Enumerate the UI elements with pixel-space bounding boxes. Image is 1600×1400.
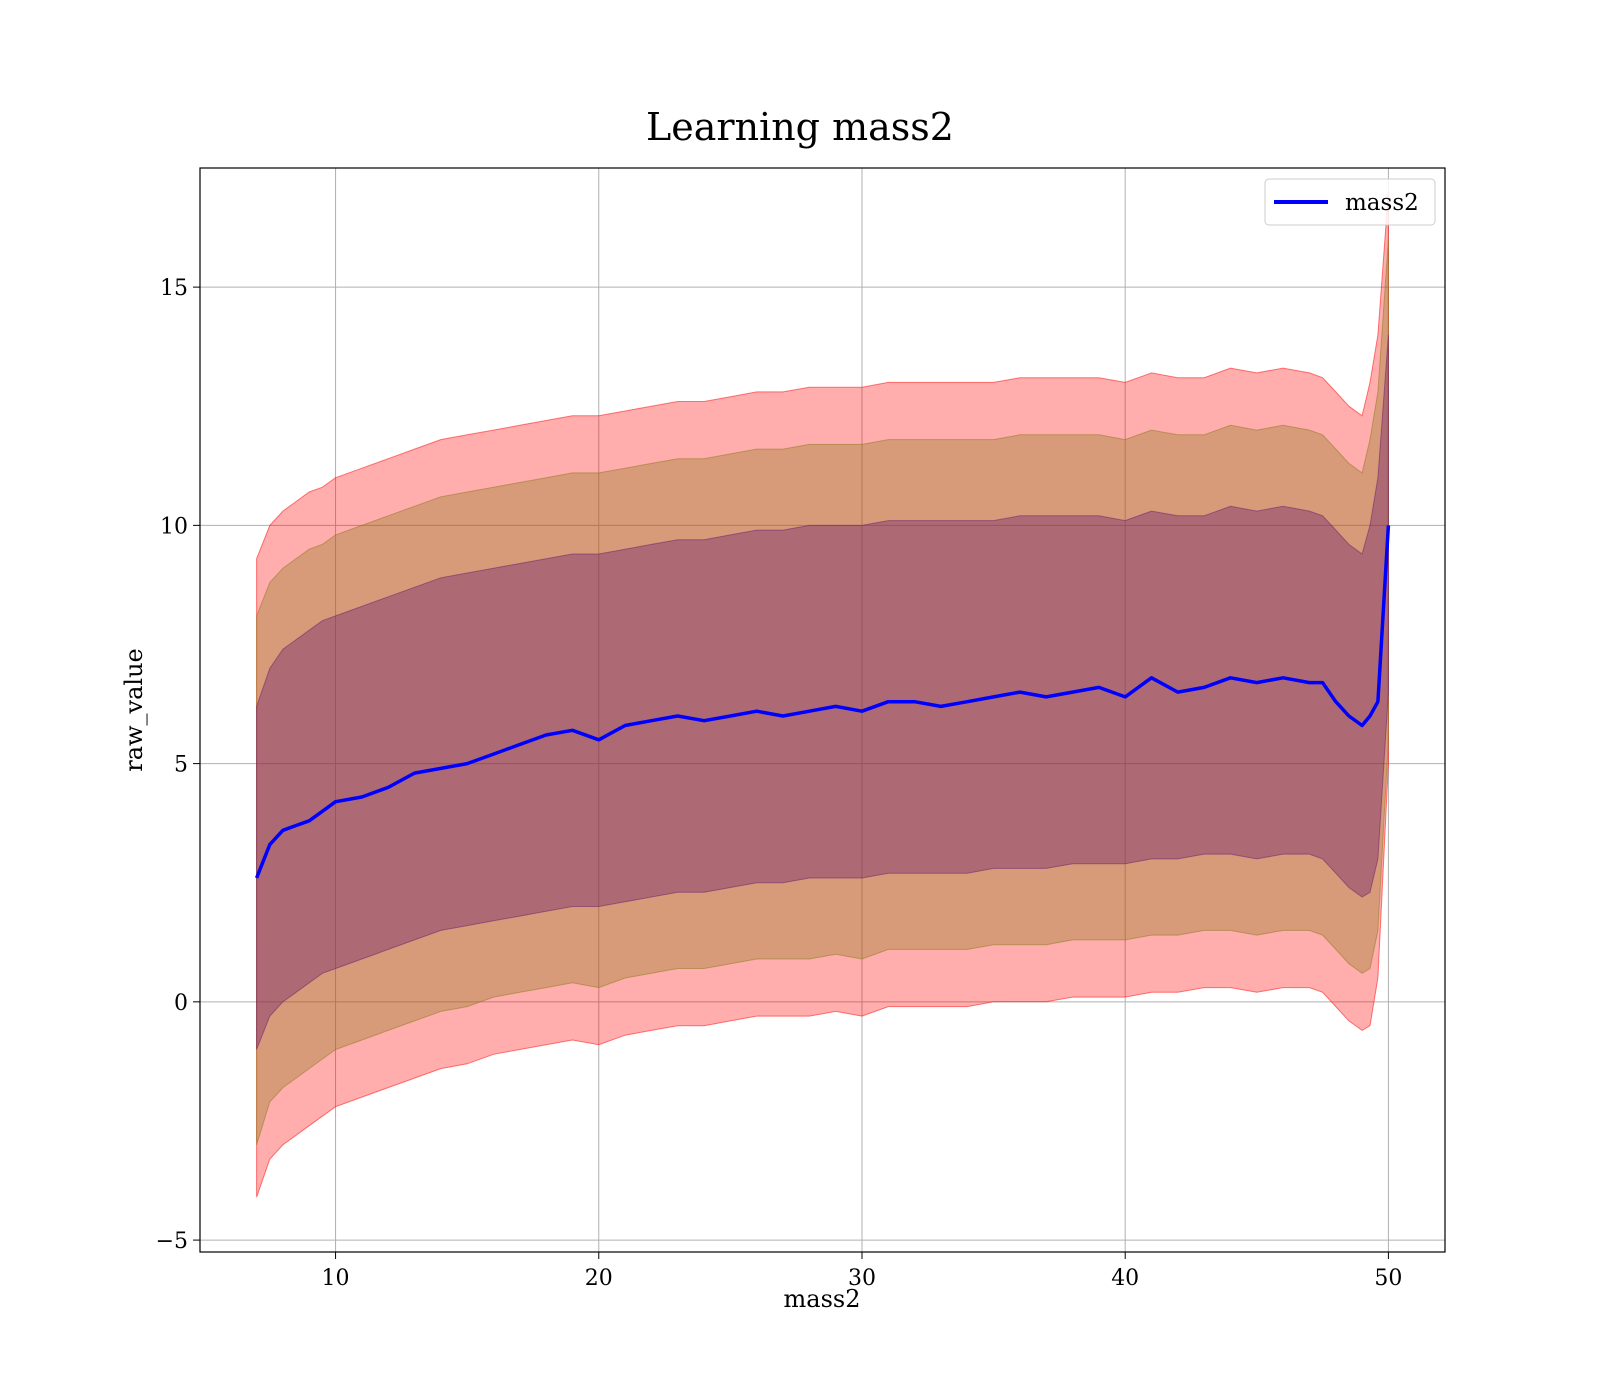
y-tick-label: 5 — [174, 753, 188, 778]
series-line-mass2 — [254, 525, 1391, 879]
chart-title: Learning mass2 — [646, 105, 954, 149]
legend-label: mass2 — [1345, 190, 1419, 216]
x-tick-label: 50 — [1374, 1266, 1402, 1291]
confidence-band-2 — [256, 239, 1389, 1145]
legend: mass2 — [1264, 178, 1436, 226]
confidence-bands — [256, 191, 1389, 1198]
legend-box — [1264, 178, 1436, 226]
y-tick-label: 0 — [174, 991, 188, 1016]
confidence-band-1 — [256, 191, 1389, 1198]
y-tick-label: −5 — [156, 1229, 188, 1254]
confidence-band-3 — [256, 334, 1389, 1050]
x-tick-label: 40 — [1111, 1266, 1139, 1291]
x-axis-label: mass2 — [784, 1285, 861, 1313]
y-tick-label: 10 — [160, 514, 188, 539]
x-tick-label: 20 — [585, 1266, 613, 1291]
series-lines — [254, 525, 1391, 879]
plot-frame — [199, 167, 1446, 1253]
y-axis-label: raw_value — [120, 648, 148, 772]
y-tick-label: 15 — [160, 276, 188, 301]
axis-ticks: 10 20 30 40 50 −5 0 5 10 15 — [156, 276, 1403, 1291]
x-tick-label: 30 — [848, 1266, 876, 1291]
x-tick-label: 10 — [322, 1266, 350, 1291]
